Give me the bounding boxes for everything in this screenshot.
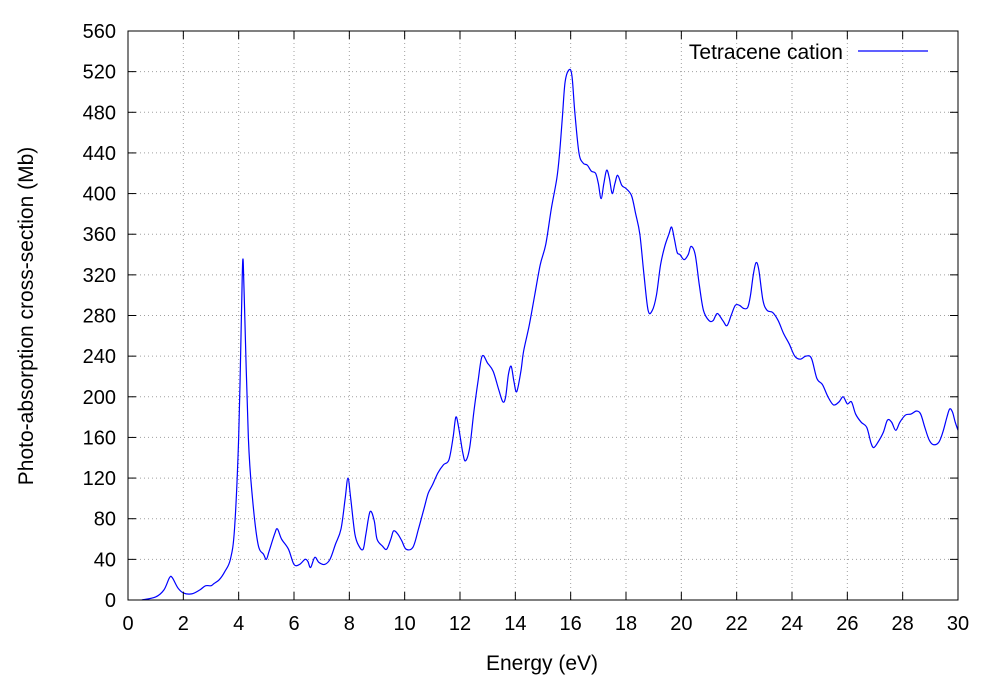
x-tick-label: 30 [947, 613, 969, 635]
x-tick-label: 14 [504, 613, 526, 635]
y-tick-label: 40 [94, 549, 116, 571]
y-tick-label: 320 [83, 265, 116, 287]
x-tick-label: 2 [178, 613, 189, 635]
legend-label: Tetracene cation [689, 41, 843, 64]
y-tick-label: 240 [83, 346, 116, 368]
y-tick-label: 400 [83, 184, 116, 206]
series-line [141, 68, 959, 601]
y-tick-label: 440 [83, 143, 116, 165]
y-tick-label: 360 [83, 224, 116, 246]
y-tick-label: 480 [83, 102, 116, 124]
x-tick-label: 18 [615, 613, 637, 635]
x-tick-label: 0 [122, 613, 133, 635]
x-axis-label: Energy (eV) [486, 652, 598, 675]
x-tick-label: 4 [233, 613, 244, 635]
x-tick-label: 22 [726, 613, 748, 635]
y-tick-label: 80 [94, 509, 116, 531]
x-tick-label: 16 [560, 613, 582, 635]
x-tick-label: 6 [288, 613, 299, 635]
x-axis: 0 2 4 6 8 10 12 14 16 18 20 22 24 26 28 30 [122, 31, 969, 635]
y-tick-label: 0 [105, 590, 116, 612]
y-axis: 0 40 80 120 160 200 240 280 320 360 400 440 480 520 56… [83, 21, 958, 612]
x-tick-label: 28 [892, 613, 914, 635]
y-axis-label: Photo-absorption cross-section (Mb) [15, 147, 38, 485]
y-tick-label: 160 [83, 427, 116, 449]
x-tick-label: 26 [836, 613, 858, 635]
y-tick-label: 560 [83, 21, 116, 43]
y-tick-label: 200 [83, 387, 116, 409]
y-tick-label: 520 [83, 62, 116, 84]
grid [128, 31, 958, 600]
x-tick-label: 10 [394, 613, 416, 635]
x-tick-label: 8 [344, 613, 355, 635]
x-tick-label: 20 [670, 613, 692, 635]
plot-area [141, 68, 959, 601]
y-tick-label: 280 [83, 306, 116, 328]
legend: Tetracene cation [689, 41, 928, 64]
y-tick-label: 120 [83, 468, 116, 490]
x-tick-label: 24 [781, 613, 803, 635]
x-tick-label: 12 [449, 613, 471, 635]
